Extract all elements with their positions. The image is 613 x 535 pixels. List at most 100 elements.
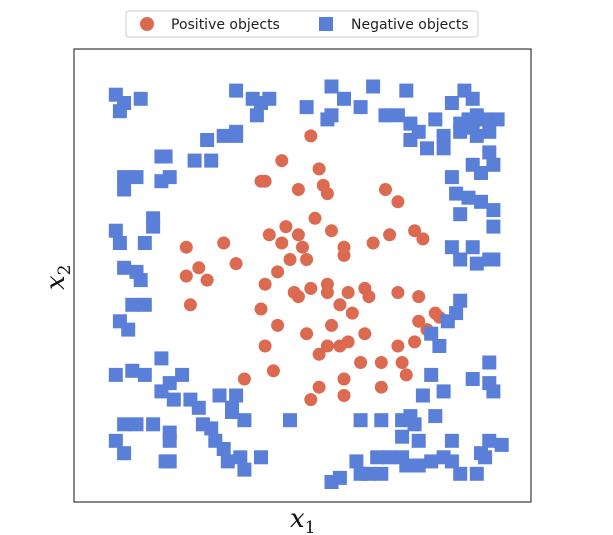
negative-point-149	[374, 466, 389, 481]
positive-point-48	[271, 318, 285, 332]
negative-point-31	[403, 133, 418, 147]
negative-point-3	[112, 104, 127, 119]
negative-point-66	[108, 367, 123, 382]
negative-point-56	[117, 260, 132, 275]
negative-point-115	[374, 413, 389, 428]
positive-point-55	[258, 339, 272, 353]
negative-point-105	[117, 417, 132, 432]
positive-point-41	[391, 286, 405, 299]
negative-point-153	[332, 470, 347, 485]
negative-point-49	[154, 174, 169, 189]
negative-point-135	[399, 458, 414, 473]
negative-point-77	[486, 203, 501, 218]
negative-point-58	[133, 273, 148, 288]
negative-point-7	[249, 108, 264, 123]
negative-point-144	[444, 433, 459, 448]
positive-point-38	[320, 286, 334, 299]
negative-point-47	[117, 170, 132, 185]
negative-point-120	[108, 433, 123, 448]
positive-point-1	[304, 129, 318, 143]
negative-point-96	[415, 388, 430, 403]
y-axis-label-subscript: 2	[55, 265, 75, 276]
negative-point-33	[436, 141, 451, 156]
positive-point-32	[258, 277, 272, 291]
negative-point-84	[444, 240, 459, 255]
negative-point-83	[453, 252, 468, 267]
negative-point-62	[121, 322, 136, 337]
legend-negative-label: Negative objects	[351, 17, 469, 33]
positive-point-66	[374, 356, 388, 369]
positive-point-31	[271, 265, 285, 279]
negative-point-107	[146, 417, 161, 432]
negative-point-27	[469, 128, 484, 143]
negative-point-74	[449, 186, 464, 201]
negative-point-143	[395, 429, 410, 444]
positive-point-44	[345, 306, 359, 320]
negative-point-4	[229, 83, 244, 98]
negative-point-92	[465, 372, 480, 386]
positive-point-35	[304, 281, 318, 295]
positive-point-12	[279, 220, 293, 234]
negative-point-121	[117, 446, 132, 461]
negative-point-99	[154, 384, 169, 399]
negative-point-94	[482, 376, 497, 391]
legend: Positive objects Negative objects	[125, 10, 479, 38]
positive-point-64	[354, 356, 368, 369]
positive-point-62	[395, 356, 409, 369]
legend-negative-marker	[319, 17, 333, 31]
negative-point-46	[129, 170, 144, 185]
positive-point-7	[320, 187, 334, 201]
positive-point-29	[179, 269, 193, 283]
negative-point-43	[158, 149, 173, 164]
positive-point-2	[312, 162, 326, 176]
positive-point-8	[379, 183, 392, 196]
negative-point-148	[361, 466, 376, 481]
negative-point-131	[349, 454, 364, 469]
negative-point-9	[299, 100, 314, 115]
negative-point-15	[399, 83, 414, 98]
positive-point-56	[320, 339, 334, 353]
positive-point-27	[192, 261, 206, 275]
positive-point-21	[296, 240, 309, 254]
x-axis-label-main: x	[290, 504, 305, 534]
positive-point-5	[291, 183, 305, 196]
negative-point-146	[494, 437, 509, 452]
negative-point-53	[108, 223, 123, 238]
positive-point-24	[337, 248, 351, 262]
negative-point-112	[237, 413, 252, 428]
negative-point-76	[474, 194, 488, 209]
negative-point-89	[424, 326, 439, 341]
negative-point-70	[482, 145, 497, 160]
positive-point-9	[391, 195, 405, 209]
positive-point-69	[374, 380, 388, 394]
negative-point-63	[154, 351, 169, 366]
positive-point-71	[337, 389, 351, 402]
negative-point-91	[482, 355, 497, 370]
positive-point-14	[291, 228, 305, 242]
negative-point-85	[465, 240, 480, 255]
negative-point-88	[449, 306, 464, 321]
positive-point-4	[258, 174, 272, 188]
negative-point-79	[486, 219, 501, 234]
negative-point-136	[411, 458, 426, 473]
negative-point-28	[453, 124, 468, 139]
negative-point-90	[432, 339, 447, 353]
negative-point-106	[129, 417, 144, 432]
negative-point-72	[474, 166, 488, 180]
data-points	[108, 79, 509, 489]
negative-point-50	[117, 182, 132, 197]
positive-point-26	[300, 253, 314, 266]
y-axis-label: x2	[41, 265, 75, 291]
negative-point-151	[469, 466, 484, 481]
positive-point-15	[383, 228, 397, 242]
positive-point-68	[237, 372, 251, 386]
negative-point-114	[353, 413, 368, 428]
negative-point-71	[486, 157, 501, 172]
negative-point-98	[166, 392, 181, 407]
negative-point-26	[482, 124, 497, 139]
positive-point-52	[300, 327, 314, 341]
positive-point-0	[275, 154, 289, 168]
negative-point-126	[162, 454, 177, 469]
negative-point-86	[453, 293, 468, 308]
negative-point-145	[482, 433, 497, 448]
